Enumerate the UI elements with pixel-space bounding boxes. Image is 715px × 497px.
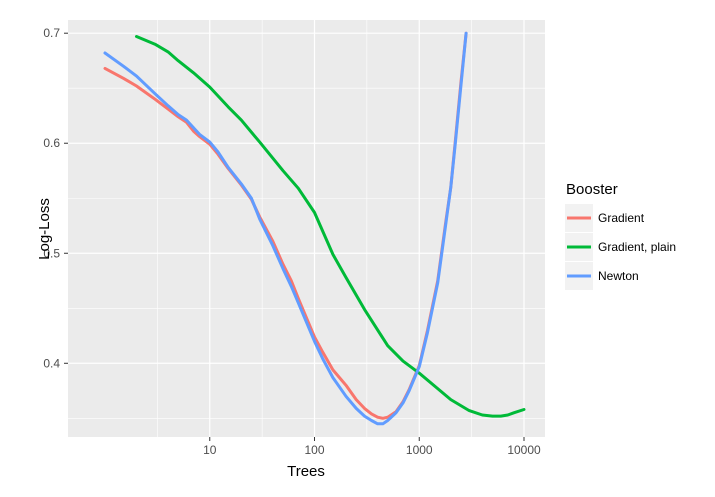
- y-axis-title: Log-Loss: [36, 198, 53, 260]
- legend-label-newton: Newton: [598, 269, 639, 283]
- y-tick-label: 0.6: [43, 136, 60, 150]
- x-axis: 10 100 1000 10000: [203, 437, 541, 457]
- series-line-gradient-plain: [135, 35, 526, 418]
- y-tick-label: 0.5: [43, 246, 60, 260]
- x-axis-title: Trees: [287, 463, 325, 480]
- x-tick-label: 10: [203, 443, 217, 457]
- x-tick-label: 100: [304, 443, 324, 457]
- plot-panel: [68, 20, 545, 437]
- legend: Booster Gradient Gradient, plain Newton: [565, 181, 676, 290]
- x-tick-label: 10000: [507, 443, 541, 457]
- y-tick-label: 0.4: [43, 356, 60, 370]
- series-line-newton: [103, 31, 468, 426]
- y-axis: 0.4 0.5 0.6 0.7: [43, 26, 68, 370]
- legend-title: Booster: [566, 181, 618, 198]
- x-tick-label: 1000: [406, 443, 433, 457]
- major-gridlines: [68, 20, 545, 437]
- y-tick-label: 0.7: [43, 26, 60, 40]
- legend-label-gradient-plain: Gradient, plain: [598, 240, 676, 254]
- legend-label-gradient: Gradient: [598, 211, 645, 225]
- series-lines: [103, 31, 526, 426]
